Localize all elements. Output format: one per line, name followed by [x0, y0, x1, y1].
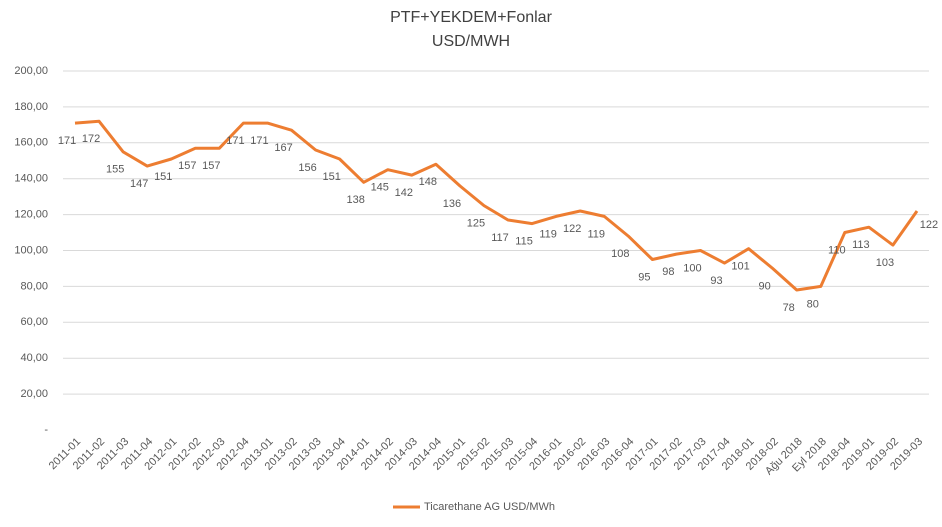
data-label: 119: [539, 228, 557, 240]
data-label: 110: [828, 244, 846, 256]
chart-title: PTF+YEKDEM+Fonlar: [390, 9, 553, 26]
data-label: 80: [807, 298, 819, 310]
data-label: 151: [322, 171, 340, 183]
y-tick-label: 180,00: [14, 101, 48, 113]
data-label: 119: [587, 228, 605, 240]
y-tick-label: 160,00: [14, 137, 48, 149]
data-label: 101: [731, 261, 749, 273]
data-label: 93: [710, 275, 722, 287]
y-tick-label: 40,00: [20, 352, 48, 364]
data-label: 95: [638, 271, 650, 283]
data-label: 98: [662, 266, 674, 278]
data-label: 145: [371, 182, 389, 194]
y-tick-label: 200,00: [14, 65, 48, 77]
y-tick-label: -: [44, 424, 48, 436]
data-label: 157: [202, 160, 220, 172]
data-label: 171: [250, 135, 268, 147]
data-label: 151: [154, 171, 172, 183]
data-label: 108: [611, 248, 629, 260]
data-line: [74, 119, 919, 292]
data-label: 117: [491, 232, 509, 244]
y-tick-label: 60,00: [20, 316, 48, 328]
data-label: 171: [226, 135, 244, 147]
data-label: 113: [852, 239, 870, 251]
y-tick-label: 100,00: [14, 244, 48, 256]
legend-label: Ticarethane AG USD/MWh: [424, 501, 555, 513]
data-label: 167: [274, 142, 292, 154]
data-label: 142: [395, 187, 413, 199]
data-label: 155: [106, 164, 124, 176]
y-tick-label: 120,00: [14, 209, 48, 221]
data-label: 171: [58, 135, 76, 147]
data-label: 115: [515, 235, 533, 247]
data-label: 157: [178, 160, 196, 172]
data-label: 148: [419, 176, 437, 188]
data-label: 90: [759, 280, 771, 292]
data-label: 136: [443, 198, 461, 210]
chart-subtitle: USD/MWH: [432, 33, 510, 50]
data-label: 156: [298, 162, 316, 174]
data-label: 172: [82, 133, 100, 145]
data-label: 125: [467, 218, 485, 230]
data-label: 78: [783, 302, 795, 314]
data-label: 100: [683, 262, 701, 274]
y-tick-label: 80,00: [20, 280, 48, 292]
y-tick-label: 20,00: [20, 388, 48, 400]
data-label: 122: [563, 223, 581, 235]
y-tick-label: 140,00: [14, 173, 48, 185]
data-label: 122: [920, 219, 938, 231]
data-label: 147: [130, 178, 148, 190]
data-label: 138: [347, 194, 365, 206]
data-label: 103: [876, 257, 894, 269]
